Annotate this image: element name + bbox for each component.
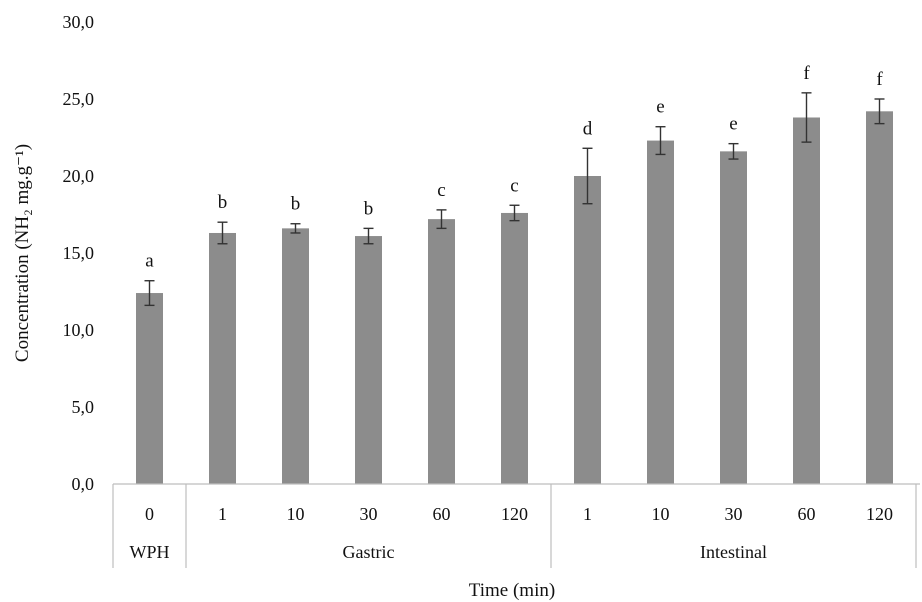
x-tick-label: 60 <box>798 504 816 524</box>
x-tick-label: 1 <box>218 504 227 524</box>
significance-letter: b <box>364 198 374 219</box>
error-bar <box>509 204 520 222</box>
x-group-label: WPH <box>130 542 170 562</box>
error-bar <box>363 227 374 245</box>
error-bars <box>144 92 885 307</box>
error-bar <box>801 92 812 143</box>
significance-letter: c <box>510 175 518 196</box>
bar <box>501 212 528 484</box>
significance-letter: b <box>291 194 301 215</box>
x-group-label: Gastric <box>343 542 395 562</box>
x-tick-label: 120 <box>866 504 893 524</box>
x-axis-tick-labels: 0 1 10 30 60 120 1 10 30 60 120 <box>145 504 893 524</box>
error-bar <box>217 221 228 245</box>
error-bar <box>290 223 301 234</box>
error-bar <box>144 280 155 307</box>
y-tick-label: 5,0 <box>72 397 95 417</box>
error-bar <box>582 147 593 205</box>
bar <box>720 151 747 485</box>
x-tick-label: 120 <box>501 504 528 524</box>
significance-letter: f <box>803 63 810 84</box>
y-tick-label: 20,0 <box>63 166 95 186</box>
bar <box>355 236 382 484</box>
significance-letter: e <box>656 97 664 118</box>
bars <box>136 111 893 485</box>
bar <box>428 219 455 484</box>
significance-letters: a b b b c c d e e f f <box>145 63 883 272</box>
bar <box>647 140 674 484</box>
x-tick-label: 30 <box>725 504 743 524</box>
error-bar <box>728 142 739 160</box>
x-tick-label: 60 <box>433 504 451 524</box>
significance-letter: e <box>729 114 737 135</box>
y-tick-label: 30,0 <box>63 12 95 32</box>
bar <box>866 111 893 484</box>
y-tick-label: 0,0 <box>72 474 95 494</box>
x-tick-label: 10 <box>287 504 305 524</box>
y-tick-label: 25,0 <box>63 89 95 109</box>
error-bar <box>436 209 447 230</box>
bar <box>793 117 820 484</box>
y-axis-title: Concentration (NH₂ mg.g⁻¹) <box>12 144 33 362</box>
significance-letter: c <box>437 180 445 201</box>
significance-letter: b <box>218 192 228 213</box>
x-tick-label: 10 <box>652 504 670 524</box>
x-tick-label: 1 <box>583 504 592 524</box>
bar <box>282 228 309 484</box>
error-bar <box>874 98 885 125</box>
y-axis-ticks: 0,0 5,0 10,0 15,0 20,0 25,0 30,0 <box>63 12 95 494</box>
error-bar <box>655 126 666 156</box>
bar <box>574 176 601 484</box>
bar <box>136 293 163 484</box>
x-axis-title: Time (min) <box>469 580 555 601</box>
x-tick-label: 30 <box>360 504 378 524</box>
y-tick-label: 15,0 <box>63 243 95 263</box>
significance-letter: a <box>145 251 154 272</box>
bar <box>209 232 236 484</box>
x-group-label: Intestinal <box>700 542 767 562</box>
x-axis <box>112 483 920 568</box>
significance-letter: f <box>876 69 883 90</box>
significance-letter: d <box>583 118 593 139</box>
x-axis-group-labels: WPH Gastric Intestinal <box>130 542 767 562</box>
x-tick-label: 0 <box>145 504 154 524</box>
y-tick-label: 10,0 <box>63 320 95 340</box>
